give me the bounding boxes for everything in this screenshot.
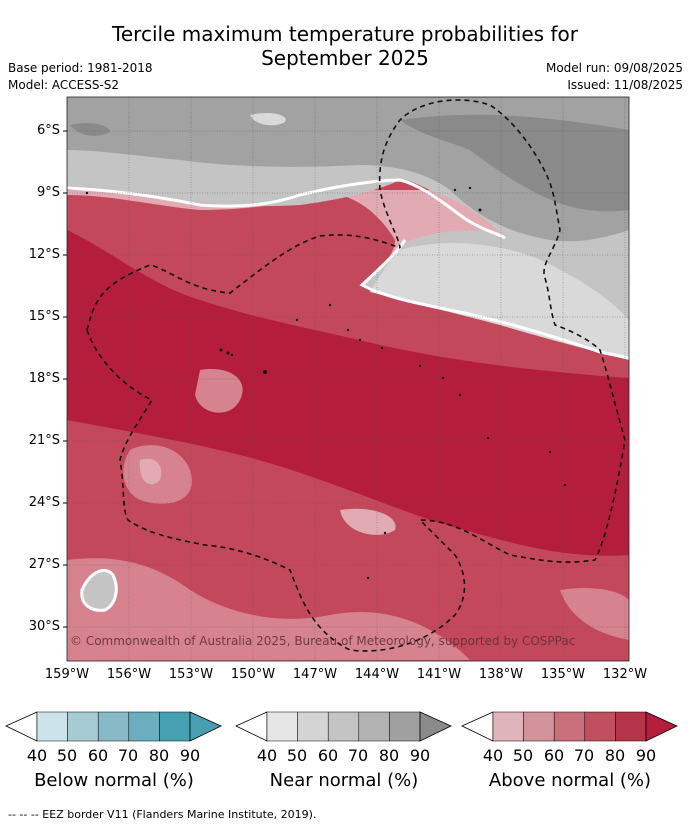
above-normal-pale-patch-2	[340, 508, 396, 535]
issued-date: Issued: 11/08/2025	[567, 78, 683, 92]
near-normal-label: Near normal (%)	[269, 770, 419, 791]
eez-footnote: -- -- -- EEZ border V11 (Flanders Marine…	[8, 808, 317, 821]
near-normal-pale-patch	[370, 242, 629, 360]
lon-label: 153°W	[168, 667, 214, 682]
tick-label: 40	[482, 746, 504, 765]
lat-label: 9°S	[36, 185, 60, 200]
lon-label: 159°W	[44, 667, 90, 682]
tick-label: 70	[573, 746, 595, 765]
colorbar-swatch	[67, 711, 99, 742]
lat-label: 27°S	[28, 557, 60, 572]
lon-label: 144°W	[354, 667, 400, 682]
near-normal-swatches	[266, 711, 421, 742]
near-normal-pale-patch-2	[250, 112, 286, 126]
lat-label: 15°S	[28, 309, 60, 324]
tick-label: 80	[604, 746, 626, 765]
lon-label: 132°W	[602, 667, 648, 682]
tick-label: 90	[179, 746, 201, 765]
meta-left: Base period: 1981-2018 Model: ACCESS-S2	[8, 60, 153, 94]
colorbar-swatch	[36, 711, 68, 742]
above-normal-light-patch-2	[195, 369, 243, 413]
colorbar-swatch	[523, 711, 555, 742]
islands	[85, 186, 567, 580]
lon-label: 150°W	[230, 667, 276, 682]
above-normal-label: Above normal (%)	[488, 770, 652, 791]
tick-label: 40	[26, 746, 48, 765]
lon-label: 135°W	[540, 667, 586, 682]
colorbar-swatch	[358, 711, 390, 742]
above-normal-pale-patch	[139, 458, 162, 485]
colorbar-swatch	[128, 711, 160, 742]
tick-label: 50	[286, 746, 308, 765]
colorbar-swatch	[266, 711, 298, 742]
probability-map	[63, 96, 630, 662]
eez-borders	[86, 99, 626, 652]
title-line-2: September 2025	[261, 46, 429, 70]
above-normal-light-south	[67, 558, 470, 661]
lon-label: 141°W	[416, 667, 462, 682]
tick-label: 60	[543, 746, 565, 765]
colorbar-swatch	[297, 711, 329, 742]
map-title: Tercile maximum temperature probabilitie…	[0, 22, 690, 70]
title-line-1: Tercile maximum temperature probabilitie…	[112, 22, 578, 46]
tick-label: 90	[635, 746, 657, 765]
below-normal-swatches	[36, 711, 191, 742]
tick-label: 80	[148, 746, 170, 765]
colorbar-swatch	[584, 711, 616, 742]
near-normal-strong-patch-2	[70, 122, 110, 136]
lon-label: 156°W	[106, 667, 152, 682]
above-normal-light-patch-3	[560, 588, 629, 640]
tick-label: 60	[317, 746, 339, 765]
tick-label: 60	[87, 746, 109, 765]
near-normal-spot-southwest	[80, 569, 118, 612]
lat-label: 30°S	[28, 619, 60, 634]
axis-ticks	[63, 130, 67, 628]
near-normal-border-south	[359, 239, 629, 360]
colorbar-swatch	[389, 711, 421, 742]
tick-label: 90	[409, 746, 431, 765]
tick-label: 80	[378, 746, 400, 765]
lat-label: 24°S	[28, 495, 60, 510]
meta-right: Model run: 09/08/2025 Issued: 11/08/2025	[546, 60, 683, 94]
tick-label: 70	[347, 746, 369, 765]
above-normal-under-arrow	[461, 711, 494, 742]
lon-label: 147°W	[292, 667, 338, 682]
above-normal-strong-band	[67, 230, 629, 556]
tick-label: 50	[56, 746, 78, 765]
colorbar-swatch	[159, 711, 191, 742]
lat-label: 18°S	[28, 371, 60, 386]
model-run: Model run: 09/08/2025	[545, 61, 683, 75]
tick-label: 70	[117, 746, 139, 765]
above-normal-strong-patch	[67, 248, 142, 380]
copyright-notice: © Commonwealth of Australia 2025, Bureau…	[70, 634, 576, 648]
above-normal-over-arrow	[645, 711, 678, 742]
lon-label: 138°W	[478, 667, 524, 682]
tick-label: 50	[512, 746, 534, 765]
near-normal-colorbar	[235, 711, 452, 742]
colorbar-swatch	[327, 711, 360, 742]
above-normal-swatches	[492, 711, 647, 742]
above-normal-colorbar	[461, 711, 678, 742]
tick-label: 40	[256, 746, 278, 765]
map-field	[67, 97, 629, 661]
colorbar-swatch	[97, 711, 130, 742]
below-normal-over-arrow	[189, 711, 222, 742]
colorbar-swatch	[553, 711, 586, 742]
lat-label: 12°S	[28, 247, 60, 262]
near-normal-over-arrow	[419, 711, 452, 742]
near-normal-under-arrow	[235, 711, 268, 742]
below-normal-under-arrow	[5, 711, 38, 742]
colorbar-swatch	[492, 711, 524, 742]
lat-label: 6°S	[36, 123, 60, 138]
below-normal-label: Below normal (%)	[34, 770, 194, 791]
model-name: Model: ACCESS-S2	[8, 78, 120, 92]
lat-label: 21°S	[28, 433, 60, 448]
near-normal-border-north	[67, 178, 506, 240]
colorbar-swatch	[615, 711, 647, 742]
near-normal-strong-patch	[400, 114, 629, 212]
below-normal-colorbar	[5, 711, 222, 742]
graticule	[67, 97, 629, 661]
base-period: Base period: 1981-2018	[8, 61, 153, 75]
